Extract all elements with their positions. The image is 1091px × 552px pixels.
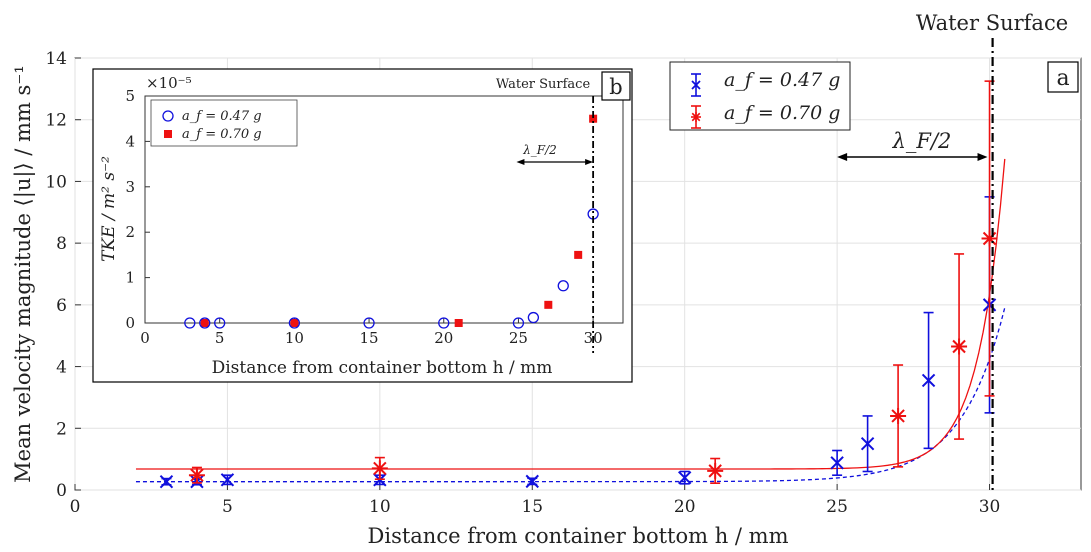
inset-x-tick-label: 0 [140, 329, 150, 347]
inset-point-blue [199, 317, 211, 329]
main-point-red [951, 253, 968, 440]
main-lambda-label: λ_F/2 [892, 129, 952, 153]
main-data-marks [159, 80, 998, 489]
main-point-red [890, 364, 907, 468]
inset-x-tick-label: 25 [509, 329, 528, 347]
inset-legend-symbol-blue [162, 110, 174, 122]
inset-point-red [589, 114, 598, 123]
inset-point-red [574, 250, 583, 259]
inset-point-blue [512, 317, 525, 329]
inset-point-blue [214, 317, 226, 329]
main-legend-label-red: a_f = 0.70 g [724, 102, 840, 124]
inset-lambda-arrowhead-right [585, 159, 594, 165]
inset-panel-label: b [609, 75, 622, 99]
main-x-tick-label: 20 [674, 497, 696, 517]
inset-y-tick-label: 2 [125, 223, 135, 241]
inset-point-red [200, 319, 209, 327]
inset-point-blue [527, 311, 540, 324]
main-fit-curve-blue [135, 307, 1006, 483]
main-y-tick-label: 4 [56, 358, 67, 378]
inset-point-red [290, 319, 299, 327]
main-panel-label-box [1047, 61, 1079, 93]
main-y-tick-label: 0 [56, 481, 67, 501]
main-y-tick-label: 6 [56, 296, 67, 316]
main-point-blue [677, 470, 692, 485]
inset-legend-box [150, 99, 298, 147]
main-y-tick-label: 8 [56, 234, 67, 254]
inset-y-axis-label: TKE / m² s⁻² [99, 156, 119, 262]
main-point-red [371, 456, 388, 481]
inset-panel-label-box [601, 71, 631, 101]
main-y-axis-label: Mean velocity magnitude ⟨|u|⟩ / mm s⁻¹ [11, 65, 36, 483]
inset-y-multiplier: ×10⁻⁵ [146, 74, 192, 92]
inset-legend-symbol-red [164, 130, 172, 138]
main-point-blue [921, 311, 936, 450]
inset-x-tick-label: 20 [434, 329, 453, 347]
inset-lambda-label: λ_F/2 [522, 143, 557, 157]
inset-point-blue [184, 317, 196, 329]
main-marker-x-stroke-b [830, 456, 844, 470]
inset-x-tick-label: 5 [215, 329, 225, 347]
main-water-surface-label: Water Surface [916, 11, 1068, 35]
inset-point-blue [557, 280, 569, 292]
main-y-tick-label: 12 [45, 111, 67, 131]
main-legend: a_f = 0.47 g a_f = 0.70 g [669, 61, 851, 131]
inset-data-marks [184, 114, 599, 329]
inset-lambda-arrowhead-left [516, 159, 525, 165]
main-x-tick-label: 30 [979, 497, 1001, 517]
legend-marker-x-stroke-b [691, 80, 701, 90]
main-panel-label: a [1056, 66, 1069, 91]
main-x-tick-label: 0 [70, 497, 81, 517]
inset-x-tick-label: 15 [360, 329, 379, 347]
main-point-blue [830, 449, 844, 476]
main-marker-x-stroke-b [860, 437, 875, 451]
main-point-blue [525, 474, 539, 489]
main-y-tick-label: 14 [45, 49, 67, 69]
inset-axes-box [144, 95, 624, 324]
inset-point-red [454, 319, 463, 327]
inset-y-tick-label: 4 [125, 132, 135, 150]
main-x-tick-label: 10 [369, 497, 391, 517]
main-fit-curves [135, 158, 1006, 483]
main-point-red [188, 466, 205, 484]
main-y-tick-label: 10 [45, 172, 67, 192]
main-point-red [707, 457, 724, 485]
inset-legend-label-blue: a_f = 0.47 g [182, 109, 262, 124]
inset-legend-label-red: a_f = 0.70 g [182, 127, 262, 142]
inset-x-tick-label: 10 [285, 329, 304, 347]
main-marker-x-stroke-b [525, 474, 539, 489]
inset-legend: a_f = 0.47 g a_f = 0.70 g [150, 99, 298, 147]
main-marker-x-stroke-b [921, 373, 936, 388]
main-legend-label-blue: a_f = 0.47 g [724, 69, 840, 91]
inset-y-tick-label: 5 [125, 87, 135, 105]
main-legend-symbol-blue [691, 73, 701, 97]
main-lambda-arrowhead-right [977, 153, 988, 161]
inset-y-tick-label: 0 [125, 314, 135, 332]
inset-y-tick-label: 1 [125, 269, 135, 287]
main-marker-x-stroke-b [677, 470, 692, 485]
main-point-blue [220, 473, 235, 487]
inset-water-surface-label: Water Surface [496, 77, 591, 92]
main-x-tick-label: 25 [826, 497, 848, 517]
inset-x-axis-label: Distance from container bottom h / mm [212, 358, 553, 378]
inset-y-tick-label: 3 [125, 178, 135, 196]
inset-point-blue [363, 317, 375, 329]
main-marker-x-stroke-b [220, 473, 235, 487]
main-legend-symbol-red [691, 105, 701, 129]
main-point-blue [159, 474, 174, 489]
inset-point-red [544, 300, 553, 309]
main-x-tick-label: 15 [521, 497, 543, 517]
inset-point-blue [438, 317, 450, 329]
main-fit-curve-red [135, 158, 1006, 470]
main-y-tick-label: 2 [56, 419, 67, 439]
main-x-tick-label: 5 [222, 497, 233, 517]
inset-point-blue [288, 317, 301, 329]
main-point-blue [860, 415, 875, 473]
main-lambda-arrowhead-left [837, 153, 848, 161]
main-marker-x-stroke-b [159, 474, 174, 489]
main-x-axis-label: Distance from container bottom h / mm [368, 524, 789, 548]
